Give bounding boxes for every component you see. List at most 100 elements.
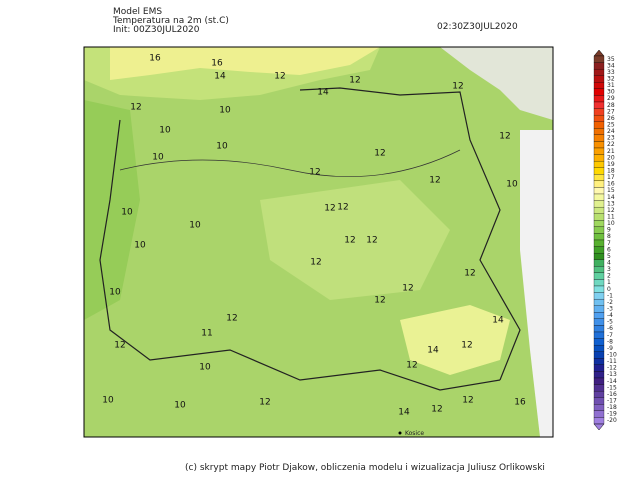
legend-label: 1 (607, 279, 611, 286)
legend-label: -4 (607, 312, 613, 319)
contour-label: 12 (499, 132, 510, 142)
contour-label: 12 (374, 149, 385, 159)
legend-label: -9 (607, 345, 613, 352)
contour-label: 10 (189, 221, 201, 231)
legend-label: 24 (607, 128, 615, 135)
contour-label: 12 (431, 405, 442, 415)
legend-label: 7 (607, 240, 611, 247)
legend-label: 19 (607, 161, 615, 168)
city-dot (398, 431, 402, 435)
cool-patch (84, 100, 140, 320)
legend-swatch (593, 200, 605, 208)
legend-swatch (593, 292, 605, 300)
contour-label: 12 (462, 396, 473, 406)
contour-label: 12 (114, 341, 125, 351)
legend-swatch (593, 338, 605, 346)
legend-label: 27 (607, 108, 615, 115)
legend-label: 6 (607, 246, 611, 253)
legend-swatch (593, 358, 605, 366)
contour-label: 12 (402, 284, 413, 294)
mild-patch (260, 180, 450, 300)
contour-label: 10 (121, 208, 133, 218)
contour-label: 12 (429, 176, 440, 186)
legend-label: -2 (607, 299, 613, 306)
legend-swatch (593, 239, 605, 247)
contour-label: 12 (366, 236, 377, 246)
legend-swatch (593, 344, 605, 352)
contour-label: 10 (159, 126, 171, 136)
legend-swatch (593, 82, 605, 90)
legend-label: 22 (607, 141, 615, 148)
legend-swatch (593, 331, 605, 339)
contour-label: 12 (130, 103, 141, 113)
contour-label: 16 (149, 54, 161, 64)
legend-label: -19 (607, 411, 617, 418)
legend-swatch (593, 141, 605, 149)
legend-swatch (593, 279, 605, 287)
legend-swatch (593, 167, 605, 175)
legend-label: -6 (607, 325, 613, 332)
legend-swatch (593, 305, 605, 313)
legend-label: -10 (607, 352, 617, 359)
legend-swatch (593, 55, 605, 63)
contour-label: 10 (152, 153, 164, 163)
contour-label: 12 (226, 314, 237, 324)
contour-label: 10 (174, 401, 186, 411)
legend-swatch (593, 404, 605, 412)
legend-label: 35 (607, 56, 615, 63)
legend-label: -20 (607, 417, 617, 424)
contour-label: 12 (452, 82, 463, 92)
legend-swatch (593, 390, 605, 398)
valid-time: 02:30Z30JUL2020 (437, 22, 518, 32)
legend-swatch (593, 226, 605, 234)
legend-label: 10 (607, 220, 615, 227)
init-time: Init: 00Z30JUL2020 (113, 25, 200, 35)
contour-label: 14 (214, 72, 226, 82)
legend-label: 17 (607, 174, 615, 181)
country-border (99, 119, 501, 391)
legend-label: 12 (607, 207, 615, 214)
contour-label: 12 (259, 398, 270, 408)
contour-label: 12 (464, 269, 475, 279)
legend-swatch (593, 298, 605, 306)
contour-label: 12 (349, 76, 360, 86)
legend-swatch (593, 266, 605, 274)
legend-swatch (593, 101, 605, 109)
contour-label: 16 (514, 398, 526, 408)
legend-label: -16 (607, 391, 617, 398)
legend-swatch (593, 147, 605, 155)
legend-swatch (593, 246, 605, 254)
legend-label: 8 (607, 233, 611, 240)
legend-swatch (593, 220, 605, 228)
legend-label: -15 (607, 384, 617, 391)
legend-label: -7 (607, 332, 613, 339)
legend-label: 14 (607, 194, 615, 201)
contour-label: 14 (398, 408, 410, 418)
legend-label: 32 (607, 76, 615, 83)
legend-swatch (593, 410, 605, 418)
legend-swatch (593, 371, 605, 379)
legend-label: 26 (607, 115, 615, 122)
contour-label: 12 (274, 72, 285, 82)
legend-label: 18 (607, 168, 615, 175)
legend-swatch (593, 259, 605, 267)
contour-label: 12 (374, 296, 385, 306)
legend-swatch (593, 318, 605, 326)
legend-swatch (593, 252, 605, 260)
legend-label: -11 (607, 358, 617, 365)
legend-label: -13 (607, 371, 617, 378)
legend-swatch (593, 108, 605, 116)
contour-label: 12 (310, 258, 321, 268)
country-border (299, 87, 521, 381)
contour-label: 10 (219, 106, 231, 116)
city-label: Kosice (405, 430, 424, 437)
legend-swatch (593, 88, 605, 96)
legend-label: 16 (607, 181, 615, 188)
legend-swatch (593, 213, 605, 221)
legend-label: 15 (607, 187, 615, 194)
legend-label: 4 (607, 260, 611, 267)
contour-label: 14 (317, 88, 329, 98)
legend-swatch (593, 397, 605, 405)
legend-swatch (593, 95, 605, 103)
legend-swatch (593, 377, 605, 385)
